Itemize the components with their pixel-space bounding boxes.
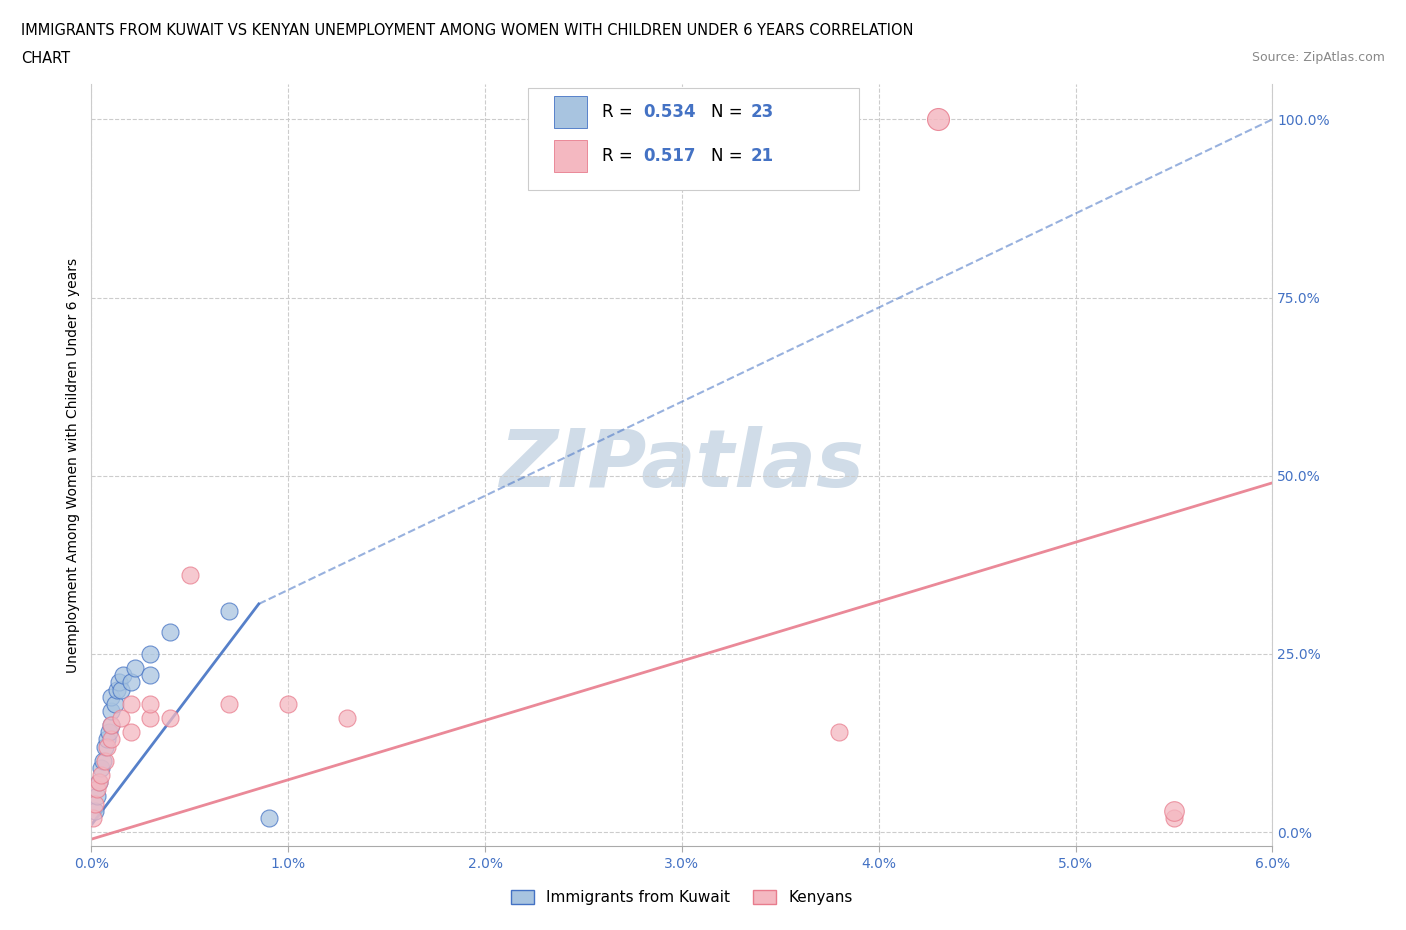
Point [100, 718, 122, 733]
Point [1163, 810, 1185, 825]
Point [139, 646, 162, 661]
Point [179, 568, 201, 583]
Point [111, 668, 134, 683]
Point [105, 682, 128, 697]
Point [120, 675, 142, 690]
Point [110, 682, 132, 697]
Text: R =: R = [602, 103, 637, 122]
Point [84, 804, 107, 818]
Point [86, 782, 108, 797]
Point [86, 789, 108, 804]
Point [82, 810, 104, 825]
Text: ZIPatlas: ZIPatlas [499, 426, 865, 504]
Point [927, 112, 949, 126]
Point [90, 761, 112, 776]
Point [94, 739, 117, 754]
Point [139, 668, 162, 683]
Text: Source: ZipAtlas.com: Source: ZipAtlas.com [1251, 51, 1385, 64]
Text: N =: N = [711, 103, 748, 122]
Point [1163, 804, 1185, 818]
Point [139, 711, 162, 725]
Point [336, 711, 359, 725]
Point [89, 775, 111, 790]
Text: CHART: CHART [21, 51, 70, 66]
Point [100, 689, 122, 704]
Point [90, 767, 112, 782]
Point [828, 724, 851, 739]
Point [277, 697, 299, 711]
Point [257, 810, 280, 825]
Point [218, 697, 240, 711]
Text: N =: N = [711, 147, 748, 166]
Point [104, 697, 127, 711]
Point [96, 739, 118, 754]
Point [218, 604, 240, 618]
Point [120, 724, 142, 739]
Point [108, 675, 131, 690]
Point [98, 724, 121, 739]
Legend: Immigrants from Kuwait, Kenyans: Immigrants from Kuwait, Kenyans [505, 884, 859, 911]
Text: R =: R = [602, 147, 637, 166]
Point [100, 703, 122, 718]
Point [124, 660, 146, 675]
Point [120, 697, 142, 711]
Point [91, 753, 114, 768]
Point [159, 625, 181, 640]
Text: 0.534: 0.534 [643, 103, 696, 122]
FancyBboxPatch shape [529, 87, 859, 191]
Point [96, 732, 118, 747]
Text: 21: 21 [751, 147, 773, 166]
Point [110, 711, 132, 725]
Text: 23: 23 [751, 103, 773, 122]
Y-axis label: Unemployment Among Women with Children Under 6 years: Unemployment Among Women with Children U… [66, 258, 80, 672]
Point [89, 775, 111, 790]
Text: 0.517: 0.517 [643, 147, 696, 166]
Point [94, 753, 117, 768]
FancyBboxPatch shape [554, 97, 588, 128]
Point [159, 711, 181, 725]
Point [100, 732, 122, 747]
FancyBboxPatch shape [554, 140, 588, 172]
Point [139, 697, 162, 711]
Point [100, 718, 122, 733]
Point [84, 796, 107, 811]
Text: IMMIGRANTS FROM KUWAIT VS KENYAN UNEMPLOYMENT AMONG WOMEN WITH CHILDREN UNDER 6 : IMMIGRANTS FROM KUWAIT VS KENYAN UNEMPLO… [21, 23, 914, 38]
